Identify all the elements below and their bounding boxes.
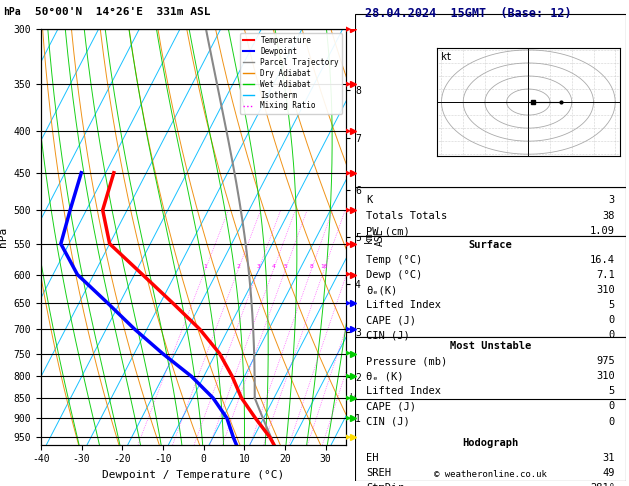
Bar	[355, 15, 626, 187]
Text: ▶: ▶	[347, 350, 352, 357]
Y-axis label: hPa: hPa	[0, 227, 8, 247]
Text: Surface: Surface	[469, 240, 513, 250]
Text: K: K	[366, 195, 372, 205]
Text: CAPE (J): CAPE (J)	[366, 401, 416, 412]
Text: EH: EH	[366, 453, 379, 463]
Text: θₑ(K): θₑ(K)	[366, 285, 398, 295]
Text: 5: 5	[609, 300, 615, 310]
Text: ▶: ▶	[347, 128, 352, 134]
Text: ▶: ▶	[347, 326, 352, 332]
Text: 10: 10	[321, 263, 328, 269]
Text: Temp (°C): Temp (°C)	[366, 255, 423, 265]
Text: 38: 38	[603, 210, 615, 221]
Text: ▶: ▶	[347, 241, 352, 247]
Text: 28.04.2024  15GMT  (Base: 12): 28.04.2024 15GMT (Base: 12)	[365, 7, 571, 20]
Text: 1: 1	[204, 263, 208, 269]
Text: 7.1: 7.1	[596, 270, 615, 280]
Text: Mixing Ratio (g/kg): Mixing Ratio (g/kg)	[396, 186, 405, 288]
Text: 4: 4	[272, 263, 276, 269]
Text: 5: 5	[609, 386, 615, 397]
Text: ▶: ▶	[347, 26, 352, 32]
Legend: Temperature, Dewpoint, Parcel Trajectory, Dry Adiabat, Wet Adiabat, Isotherm, Mi: Temperature, Dewpoint, Parcel Trajectory…	[240, 33, 342, 114]
Text: 5: 5	[284, 263, 287, 269]
Text: 16.4: 16.4	[590, 255, 615, 265]
Text: Lifted Index: Lifted Index	[366, 386, 441, 397]
Text: ▶: ▶	[347, 170, 352, 176]
Text: ▶: ▶	[347, 81, 352, 87]
Text: Totals Totals: Totals Totals	[366, 210, 447, 221]
Text: 0: 0	[609, 315, 615, 325]
Text: CIN (J): CIN (J)	[366, 417, 410, 427]
Text: 3: 3	[257, 263, 260, 269]
Text: LCL: LCL	[349, 394, 364, 402]
Text: 2: 2	[237, 263, 240, 269]
Text: ▶: ▶	[347, 300, 352, 306]
Text: Hodograph: Hodograph	[462, 438, 519, 448]
Text: Pressure (mb): Pressure (mb)	[366, 356, 447, 366]
Text: CAPE (J): CAPE (J)	[366, 315, 416, 325]
Text: hPa: hPa	[3, 7, 21, 17]
Text: ▶: ▶	[347, 207, 352, 213]
Bar	[355, 187, 626, 236]
Text: 0: 0	[609, 401, 615, 412]
Text: Most Unstable: Most Unstable	[450, 341, 532, 351]
Text: 0: 0	[609, 417, 615, 427]
Text: Dewp (°C): Dewp (°C)	[366, 270, 423, 280]
Text: 975: 975	[596, 356, 615, 366]
X-axis label: Dewpoint / Temperature (°C): Dewpoint / Temperature (°C)	[103, 470, 284, 480]
Text: θₑ (K): θₑ (K)	[366, 371, 404, 382]
Text: © weatheronline.co.uk: © weatheronline.co.uk	[434, 470, 547, 479]
Text: ▶: ▶	[347, 272, 352, 278]
Text: PW (cm): PW (cm)	[366, 226, 410, 236]
Bar	[355, 236, 626, 337]
Text: ▶: ▶	[347, 373, 352, 380]
Text: ▶: ▶	[347, 415, 352, 421]
Bar	[355, 399, 626, 481]
Text: ▶: ▶	[347, 395, 352, 401]
Text: 310: 310	[596, 371, 615, 382]
Text: 8: 8	[310, 263, 314, 269]
Text: 50°00'N  14°26'E  331m ASL: 50°00'N 14°26'E 331m ASL	[35, 7, 210, 17]
Bar	[355, 337, 626, 434]
Text: 49: 49	[603, 468, 615, 478]
Text: ▶: ▶	[347, 434, 352, 440]
Text: kt: kt	[441, 52, 452, 62]
Text: SREH: SREH	[366, 468, 391, 478]
Text: 31: 31	[603, 453, 615, 463]
Text: StmDir: StmDir	[366, 483, 404, 486]
Text: 281°: 281°	[590, 483, 615, 486]
Text: 0: 0	[609, 330, 615, 340]
Text: 1.09: 1.09	[590, 226, 615, 236]
Text: Lifted Index: Lifted Index	[366, 300, 441, 310]
Text: 3: 3	[609, 195, 615, 205]
Y-axis label: km
ASL: km ASL	[364, 228, 385, 246]
Text: CIN (J): CIN (J)	[366, 330, 410, 340]
Text: 310: 310	[596, 285, 615, 295]
